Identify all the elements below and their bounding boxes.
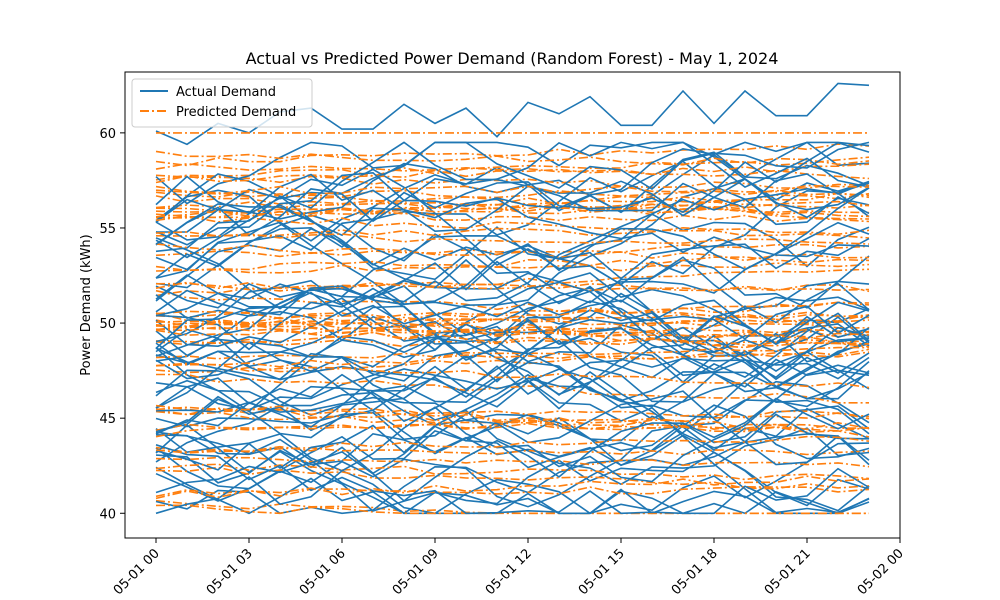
- predicted-series-line-bg: [155, 446, 870, 456]
- predicted-series-line-bg: [156, 373, 869, 404]
- actual-series-line-bg: [155, 305, 870, 514]
- actual-series-line-bg: [155, 339, 870, 435]
- predicted-series-line-bg: [155, 184, 870, 195]
- predicted-series-line-bg: [155, 456, 870, 468]
- actual-series-line-bg: [155, 287, 870, 372]
- legend-box: [131, 78, 313, 128]
- actual-series-line-bg: [155, 427, 870, 515]
- predicted-series-line-bg: [155, 310, 870, 329]
- actual-series-line-bg: [155, 350, 870, 408]
- y-tick-label: 60: [99, 127, 116, 142]
- predicted-series-line-bg: [155, 301, 870, 329]
- y-axis: 40 45 50 55 60: [99, 127, 125, 522]
- y-tick-label: 55: [99, 222, 116, 237]
- actual-series-line-bg: [155, 260, 870, 400]
- actual-series-line-bg: [155, 173, 870, 258]
- predicted-series-line-bg: [155, 363, 870, 389]
- actual-series-line-bg: [155, 332, 870, 421]
- predicted-series-line-bg: [156, 192, 870, 219]
- actual-series-line-bg: [155, 444, 870, 515]
- actual-series-line-bg: [155, 397, 870, 502]
- actual-series-line-bg: [155, 187, 870, 316]
- predicted-series-line-bg: [155, 320, 870, 348]
- predicted-series-line-bg: [155, 463, 870, 481]
- predicted-series-line-bg: [155, 189, 870, 199]
- plot-frame: [124, 71, 901, 539]
- predicted-series-line-bg: [155, 485, 870, 498]
- actual-series-line-bg: [155, 424, 870, 515]
- actual-series-line-bg: [155, 337, 870, 502]
- predicted-series-line-bg: [155, 150, 870, 166]
- predicted-series-line-bg: [155, 163, 870, 184]
- actual-series-line-bg: [155, 141, 870, 246]
- actual-series-line-bg: [155, 326, 870, 439]
- predicted-series-line-bg: [155, 329, 870, 349]
- predicted-series-line-bg: [155, 351, 870, 360]
- predicted-series-line-bg: [155, 143, 870, 167]
- predicted-series-line-bg: [155, 243, 870, 262]
- predicted-series-line-bg: [155, 504, 869, 515]
- y-tick-label: 45: [99, 412, 116, 427]
- legend-label-predicted: Predicted Demand: [176, 105, 296, 120]
- actual-series-line-bg: [155, 300, 870, 432]
- actual-series-line-bg: [155, 364, 870, 515]
- actual-series-line-bg: [155, 281, 870, 349]
- actual-series-line-bg: [155, 347, 870, 452]
- actual-series-line-bg: [155, 141, 870, 233]
- predicted-series-line-bg: [155, 475, 870, 500]
- actual-series-line-bg: [155, 431, 870, 515]
- actual-series-line-bg: [155, 160, 870, 289]
- actual-series-line-bg: [155, 141, 870, 246]
- y-tick-label: 40: [99, 507, 116, 522]
- y-tick-label: 50: [99, 317, 116, 332]
- y-axis-label: Power Demand (kWh): [79, 234, 94, 375]
- predicted-series-line-bg: [155, 281, 870, 292]
- actual-series-line-bg: [155, 315, 870, 423]
- predicted-series-line-bg: [155, 412, 870, 438]
- actual-series-line-bg: [155, 356, 870, 428]
- predicted-series-line-bg: [155, 226, 870, 237]
- actual-series-line-bg: [155, 283, 870, 466]
- chart-title: Actual vs Predicted Power Demand (Random…: [246, 49, 779, 68]
- legend-label-actual: Actual Demand: [176, 85, 276, 100]
- predicted-series-line-bg: [155, 231, 870, 245]
- predicted-series-line-bg: [155, 346, 869, 368]
- actual-series-line-bg: [155, 153, 870, 279]
- predicted-series-line-bg: [155, 435, 870, 454]
- predicted-series-line-bg: [155, 405, 870, 430]
- actual-series-line-bg: [155, 390, 870, 444]
- predicted-series-line-bg: [155, 210, 870, 223]
- predicted-series-line-bg: [155, 256, 870, 272]
- predicted-series-line-bg: [155, 410, 870, 438]
- actual-series-line-bg: [155, 189, 870, 381]
- background-series-group: [155, 141, 870, 515]
- predicted-series-line-bg: [155, 319, 870, 334]
- legend: Actual Demand Predicted Demand: [131, 78, 313, 128]
- actual-series-line-bg: [155, 360, 870, 441]
